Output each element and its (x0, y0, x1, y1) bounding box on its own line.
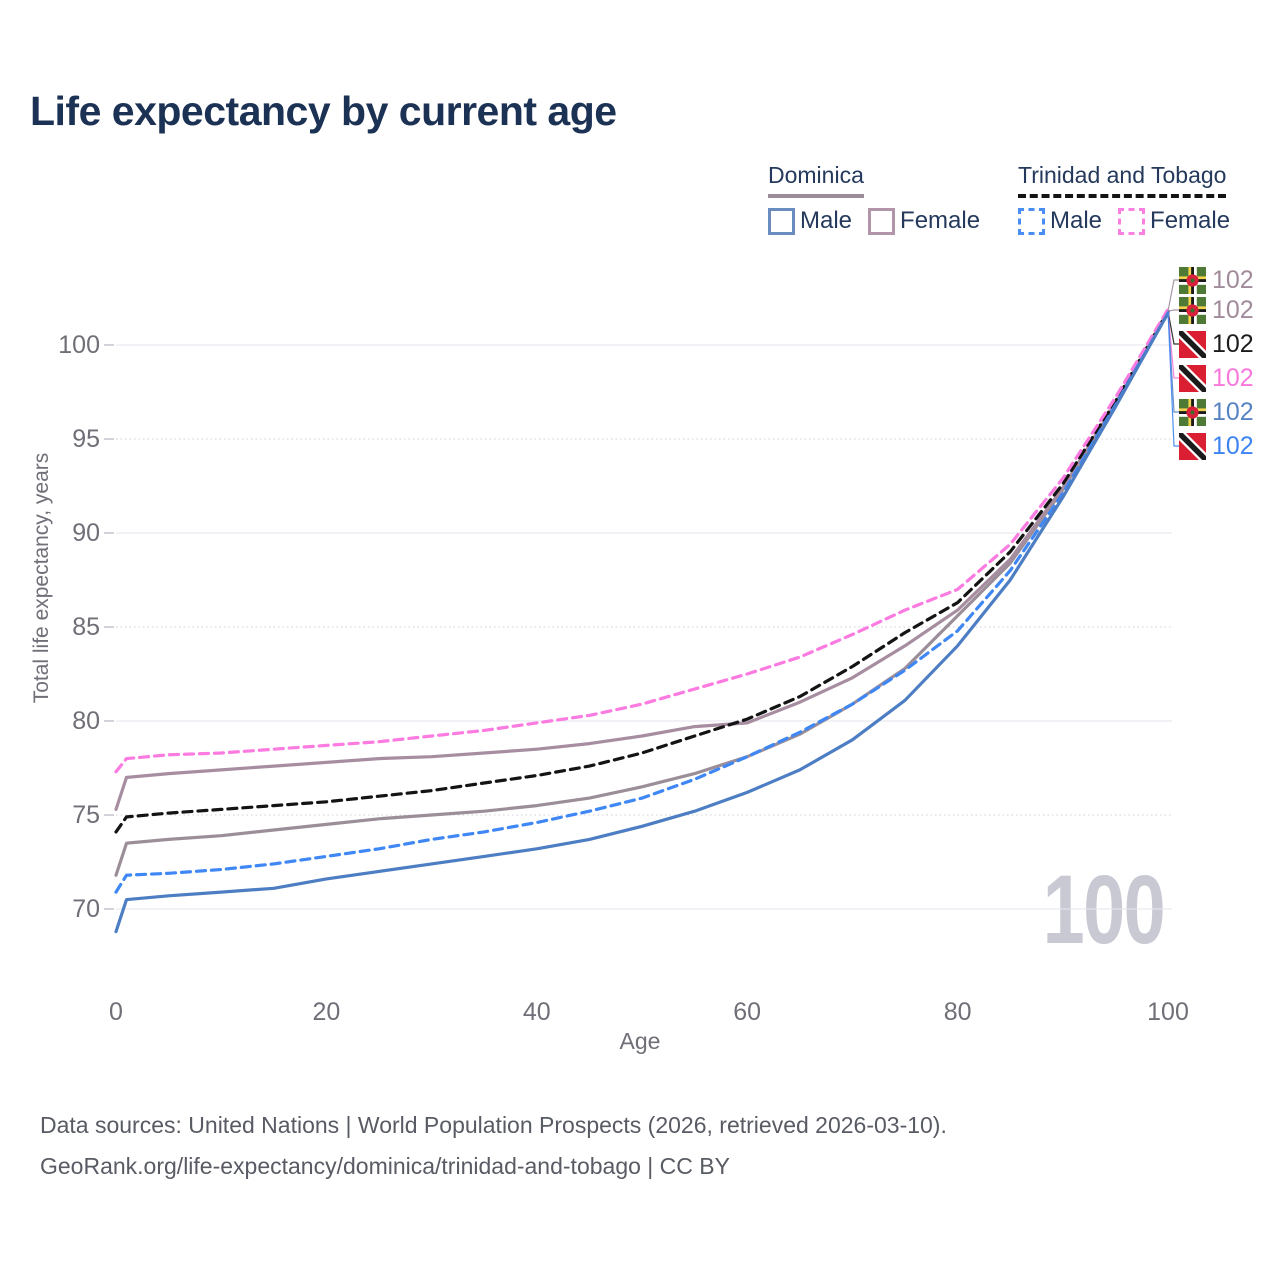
x-tick-labels: 0 20 40 60 80 100 (109, 998, 1189, 1026)
dominica-female-swatch (868, 207, 896, 235)
legend-item-tt-female: Female (1118, 207, 1230, 235)
series-line-trinidad-and-tobago-female (114, 307, 1170, 774)
x-tick-label: 80 (944, 998, 972, 1026)
legend-country-dominica: Dominica (768, 162, 864, 198)
y-tick-label: 100 (58, 331, 100, 359)
legend-item-dominica-female: Female (868, 207, 980, 235)
trinidad-and-tobago-flag-icon (1179, 330, 1206, 358)
x-tick-label: 40 (523, 998, 551, 1026)
end-value-row: 102 (1179, 266, 1254, 294)
footer-data-sources: Data sources: United Nations | World Pop… (40, 1112, 947, 1138)
x-tick-label: 60 (733, 998, 761, 1026)
series-line-trinidad-and-tobago-male (114, 311, 1170, 894)
x-tick-label: 0 (109, 998, 123, 1026)
trinidad-and-tobago-flag-icon (1179, 364, 1206, 392)
legend-group-trinidad-and-tobago: Trinidad and Tobago Male Female (1018, 162, 1230, 235)
series-line-dominica-both-sexes- (114, 309, 1170, 877)
tt-female-swatch (1118, 207, 1146, 235)
y-axis-label: Total life expectancy, years (30, 452, 53, 704)
y-tick-label: 75 (72, 801, 100, 829)
x-tick-label: 20 (312, 998, 340, 1026)
gridlines (104, 344, 1172, 910)
end-value: 102 (1212, 295, 1254, 324)
y-tick-labels: 70 75 80 85 90 95 100 (58, 331, 100, 923)
dominica-flag-icon (1179, 398, 1206, 426)
end-value-row: 102 (1179, 330, 1254, 358)
end-value-row: 102 (1179, 296, 1254, 324)
end-value: 102 (1212, 431, 1254, 460)
series-line-dominica-female (114, 309, 1170, 811)
page-title: Life expectancy by current age (30, 88, 617, 134)
y-tick-label: 90 (72, 519, 100, 547)
legend-country-trinidad-and-tobago: Trinidad and Tobago (1018, 162, 1227, 198)
y-tick-label: 95 (72, 425, 100, 453)
series-lines (114, 307, 1170, 934)
tt-male-swatch (1018, 207, 1045, 235)
y-tick-label: 85 (72, 613, 100, 641)
end-value-row: 102 (1179, 398, 1254, 426)
series-line-trinidad-and-tobago-both-sexes- (114, 309, 1170, 834)
series-line-dominica-male (114, 311, 1170, 934)
leader-lines (1167, 279, 1181, 447)
x-axis-label: Age (619, 1028, 661, 1054)
legend-item-dominica-male: Male (768, 207, 852, 235)
x-tick-label: 100 (1147, 998, 1189, 1026)
dominica-flag-icon (1179, 266, 1206, 294)
end-value: 102 (1212, 397, 1254, 426)
end-value: 102 (1212, 265, 1254, 294)
end-value: 102 (1212, 329, 1254, 358)
legend-group-dominica: Dominica Male Female (768, 162, 980, 235)
footer-attribution: GeoRank.org/life-expectancy/dominica/tri… (40, 1153, 730, 1179)
dominica-male-swatch (768, 207, 795, 235)
y-tick-label: 80 (72, 707, 100, 735)
legend-item-tt-male: Male (1018, 207, 1102, 235)
end-value-row: 102 (1179, 364, 1254, 392)
y-tick-label: 70 (72, 895, 100, 923)
dominica-flag-icon (1179, 296, 1206, 324)
end-value: 102 (1212, 363, 1254, 392)
footer: Data sources: United Nations | World Pop… (40, 1105, 947, 1187)
end-value-row: 102 (1179, 432, 1254, 460)
trinidad-and-tobago-flag-icon (1179, 432, 1206, 460)
